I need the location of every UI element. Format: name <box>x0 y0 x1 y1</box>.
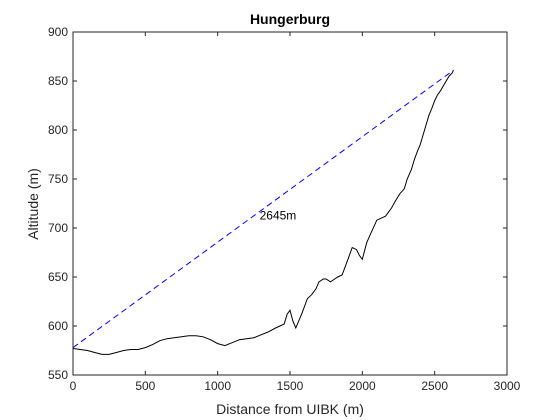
x-axis-label: Distance from UIBK (m) <box>216 401 364 417</box>
y-tick-label: 650 <box>48 270 68 284</box>
y-axis-ticks: 550 600 650 700 750 800 850 900 <box>48 25 507 382</box>
distance-annotation: 2645m <box>260 208 297 222</box>
y-tick-label: 550 <box>48 368 68 382</box>
x-tick-label: 2000 <box>349 379 376 393</box>
straight-line-dashed-series <box>72 69 454 349</box>
x-axis-ticks: 0 500 1000 1500 2000 2500 3000 <box>70 32 521 393</box>
chart-title: Hungerburg <box>250 11 330 27</box>
x-tick-label: 2500 <box>421 379 448 393</box>
series-layer <box>72 69 454 355</box>
y-tick-label: 900 <box>48 25 68 39</box>
y-tick-label: 850 <box>48 74 68 88</box>
y-tick-label: 800 <box>48 123 68 137</box>
x-tick-label: 1500 <box>277 379 304 393</box>
y-tick-label: 700 <box>48 221 68 235</box>
y-tick-label: 600 <box>48 319 68 333</box>
x-tick-label: 1000 <box>204 379 231 393</box>
plot-area-frame <box>72 31 508 376</box>
y-tick-label: 750 <box>48 172 68 186</box>
x-tick-label: 500 <box>135 379 155 393</box>
y-axis-label: Altitude (m) <box>25 168 41 240</box>
x-tick-label: 3000 <box>494 379 521 393</box>
x-tick-label: 0 <box>70 379 77 393</box>
altitude-profile-series <box>72 69 454 355</box>
